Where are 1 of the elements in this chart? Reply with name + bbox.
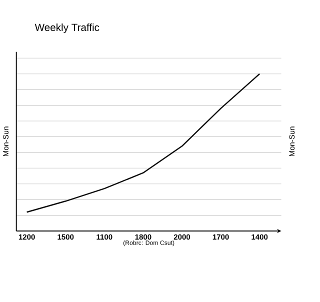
chart-title: Weekly Traffic	[34, 24, 100, 34]
